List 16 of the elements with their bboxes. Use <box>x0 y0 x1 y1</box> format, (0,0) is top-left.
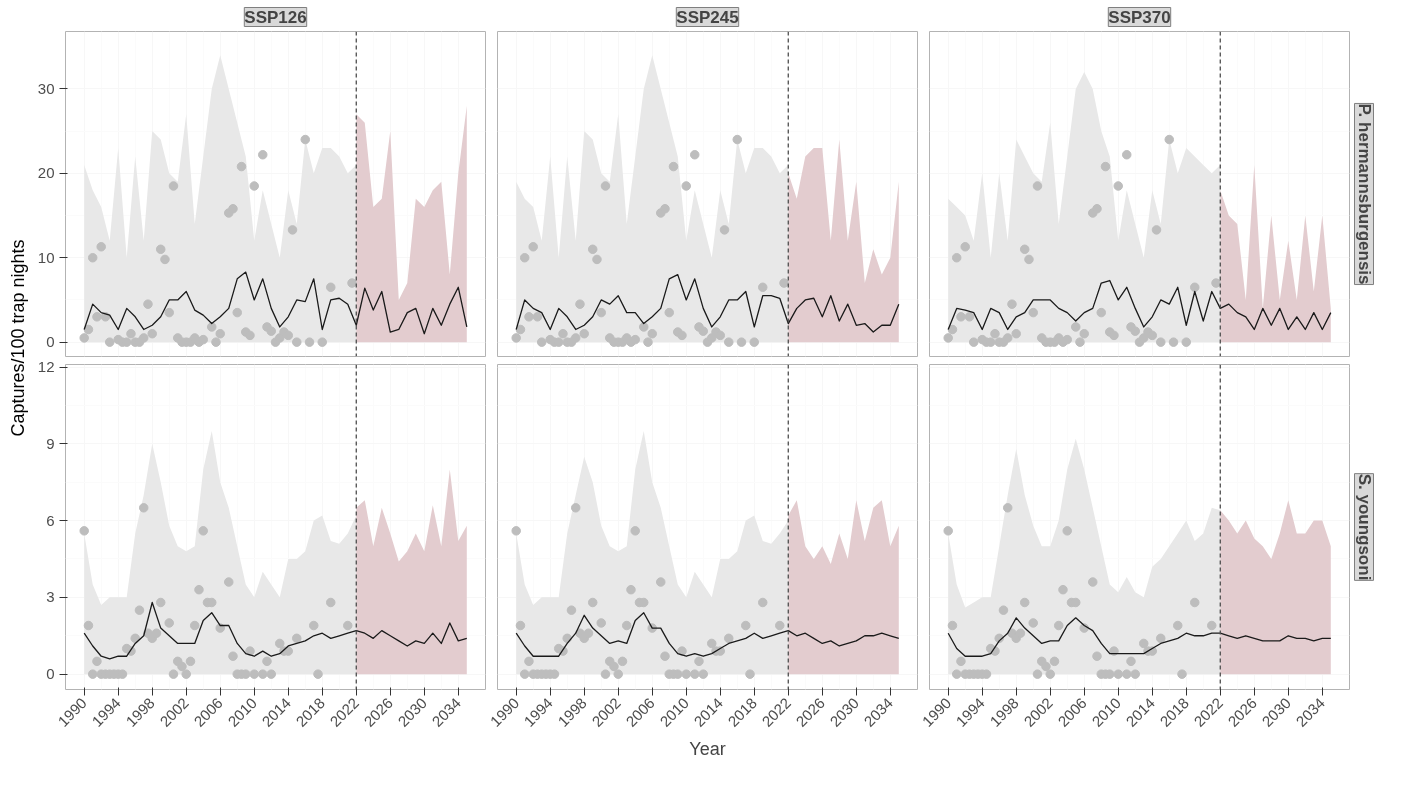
y-tick-label: 3 <box>46 588 55 606</box>
y-tick-label: 30 <box>37 79 55 97</box>
chart-title: SSP126 <box>244 7 307 27</box>
y-tick-label: 10 <box>37 248 55 266</box>
y-tick-label: 12 <box>37 358 55 376</box>
x-axis-title: Year <box>689 739 726 760</box>
y-tick-label: 20 <box>37 164 55 182</box>
y-axis-title: Captures/100 trap nights <box>7 239 28 437</box>
chart-title: SSP370 <box>1108 7 1171 27</box>
text: P. hermannsburgensis <box>1354 103 1374 285</box>
text: S. youngsoni <box>1354 473 1374 581</box>
y-tick-label: 9 <box>46 434 55 452</box>
y-tick-label: 0 <box>46 665 55 683</box>
chart-title: SSP245 <box>676 7 739 27</box>
y-tick-label: 0 <box>46 333 55 351</box>
y-tick-label: 6 <box>46 511 55 529</box>
